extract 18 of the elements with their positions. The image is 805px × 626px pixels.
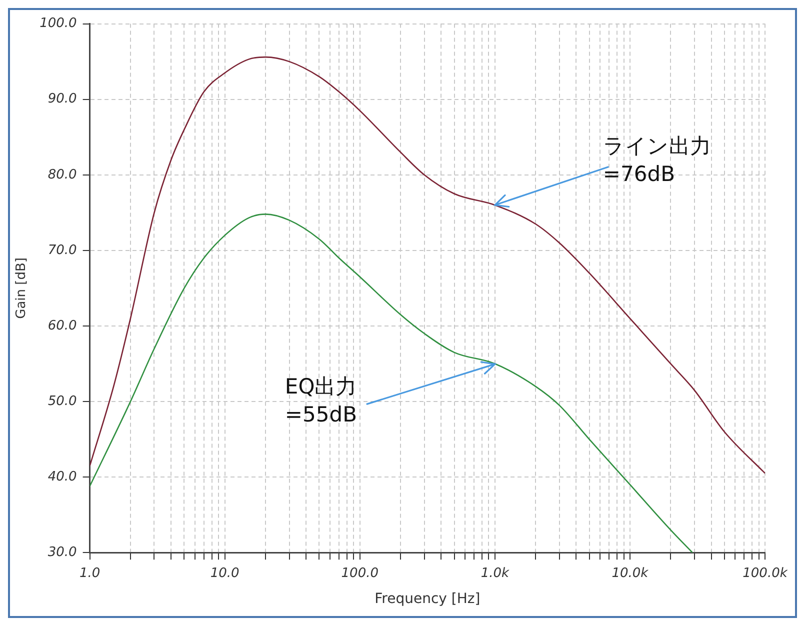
y-tick-label: 70.0 [48,242,77,258]
y-tick-label: 30.0 [48,544,77,560]
y-tick-label: 100.0 [40,16,77,32]
y-tick-label: 80.0 [48,167,77,182]
y-tick-label: 50.0 [48,394,77,409]
x-tick-label: 100.0 [341,566,378,581]
y-tick-label: 90.0 [48,92,77,107]
x-tick-label: 100.0k [742,566,788,581]
y-axis-title: Gain [dB] [14,258,30,319]
x-tick-label: 1.0k [480,566,510,581]
x-tick-label: 1.0 [79,566,100,581]
annotation: EQ出力 =55dB [284,374,357,427]
x-axis-title: Frequency [Hz] [374,591,480,608]
y-tick-label: 60.0 [48,318,77,334]
y-tick-label: 40.0 [48,469,77,484]
annotation: ライン出力 =76dB [602,134,711,186]
x-tick-label: 10.0 [210,566,240,581]
x-tick-label: 10.0k [612,566,649,581]
